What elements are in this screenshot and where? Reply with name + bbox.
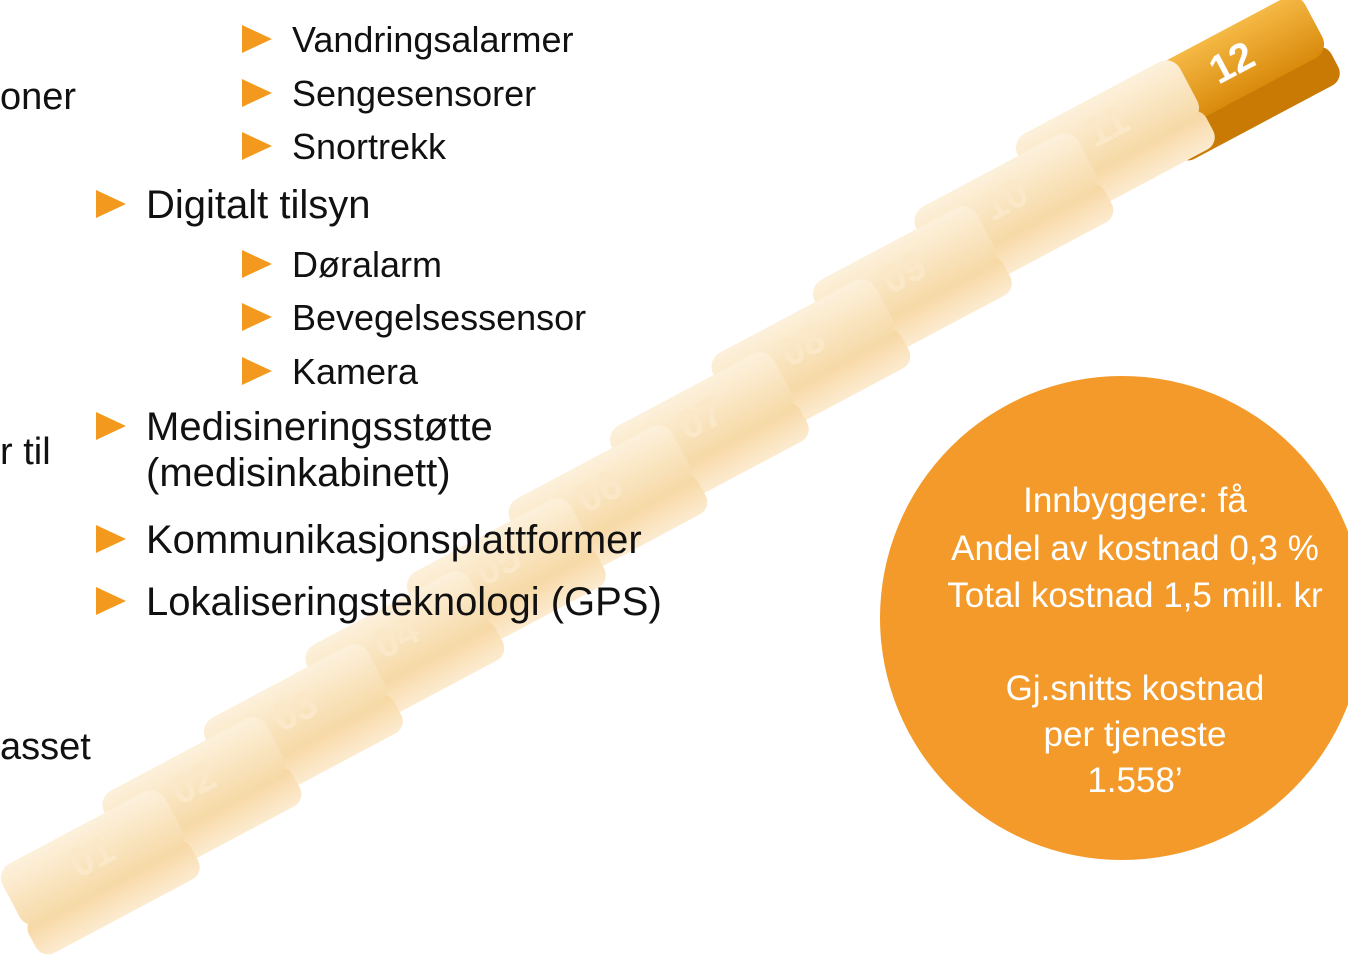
bullet-marker [242, 132, 272, 160]
bullet-marker [242, 79, 272, 107]
bullet-item: Vandringsalarmer [292, 19, 892, 61]
bullet-text: Bevegelsessensor [292, 297, 586, 338]
bullet-marker [96, 587, 126, 615]
bullet-text: Døralarm [292, 244, 442, 285]
bullet-text: Medisineringsstøtte (medisinkabinett) [146, 405, 493, 495]
bullet-marker [242, 25, 272, 53]
bullet-text: Sengesensorer [292, 73, 536, 114]
bullet-text: Snortrekk [292, 126, 446, 167]
circle-text: 1.558’ [900, 761, 1348, 801]
circle-text: per tjeneste [900, 715, 1348, 755]
bullet-marker [96, 525, 126, 553]
bullet-marker [242, 357, 272, 385]
bullet-item: Digitalt tilsyn [146, 182, 746, 228]
bullet-marker [96, 190, 126, 218]
bullet-marker [96, 412, 126, 440]
text-fragment: oner [0, 76, 76, 119]
bullet-item: Medisineringsstøtte (medisinkabinett) [146, 404, 746, 497]
bullet-item: Døralarm [292, 244, 892, 286]
bullet-item: Kommunikasjonsplattformer [146, 517, 746, 563]
text-fragment: r til [0, 431, 51, 474]
bullet-item: Lokaliseringsteknologi (GPS) [146, 579, 746, 625]
bullet-item: Kamera [292, 351, 892, 393]
bullet-marker [242, 303, 272, 331]
bullet-text: Digitalt tilsyn [146, 183, 371, 227]
bullet-text: Kommunikasjonsplattformer [146, 518, 642, 562]
bullet-marker [242, 250, 272, 278]
text-fragment: asset [0, 726, 91, 769]
bullet-text: Kamera [292, 351, 418, 392]
circle-text: Total kostnad 1,5 mill. kr [900, 576, 1348, 616]
circle-text: Andel av kostnad 0,3 % [900, 529, 1348, 569]
bullet-text: Lokaliseringsteknologi (GPS) [146, 580, 662, 624]
circle-text: Gj.snitts kostnad [900, 669, 1348, 709]
bullet-text: Vandringsalarmer [292, 19, 573, 60]
bullet-item: Bevegelsessensor [292, 297, 892, 339]
slide: 121110090807060504030201 onerr tilassetV… [0, 0, 1348, 960]
circle-text: Innbyggere: få [900, 481, 1348, 521]
bullet-item: Sengesensorer [292, 73, 892, 115]
bullet-item: Snortrekk [292, 126, 892, 168]
